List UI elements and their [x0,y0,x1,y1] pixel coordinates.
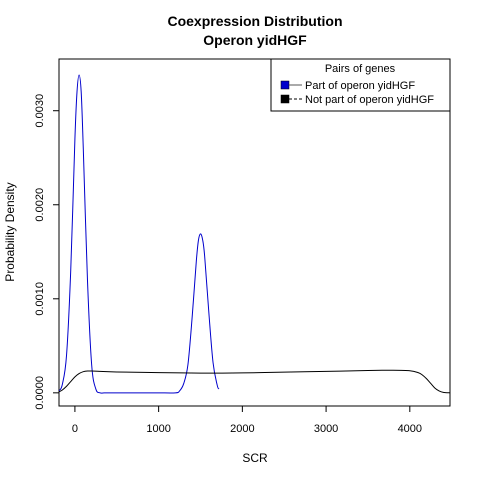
legend-entry-label: Not part of operon yidHGF [305,94,434,106]
series-line-non-operon [59,369,450,394]
legend: Pairs of genes Part of operon yidHGF Not … [270,58,451,112]
chart-title: Coexpression Distribution [167,13,342,29]
x-tick-label: 4000 [398,423,422,435]
plot-frame [58,58,451,407]
legend-swatch [280,94,290,104]
legend-entries: Part of operon yidHGF Not part of operon … [280,80,434,106]
y-tick-label: 0.0030 [34,94,46,128]
x-tick-label: 2000 [230,423,254,435]
legend-box [270,58,451,112]
legend-title: Pairs of genes [325,63,396,75]
x-axis: 0 1000 2000 3000 4000 [72,406,422,435]
x-axis-label: SCR [242,451,268,465]
y-tick-label: 0.0020 [34,188,46,222]
y-tick-label: 0.0000 [34,376,46,410]
x-tick-label: 0 [72,423,78,435]
y-tick-label: 0.0010 [34,282,46,316]
series-line-operon [59,74,220,394]
series-layer [59,74,450,394]
x-tick-label: 1000 [146,423,170,435]
legend-entry-label: Part of operon yidHGF [305,80,415,92]
chart-subtitle: Operon yidHGF [203,32,307,48]
x-tick-label: 3000 [314,423,338,435]
y-axis-label: Probability Density [3,182,17,281]
legend-swatch [280,80,290,90]
y-axis: 0.0000 0.0010 0.0020 0.0030 [34,94,59,410]
